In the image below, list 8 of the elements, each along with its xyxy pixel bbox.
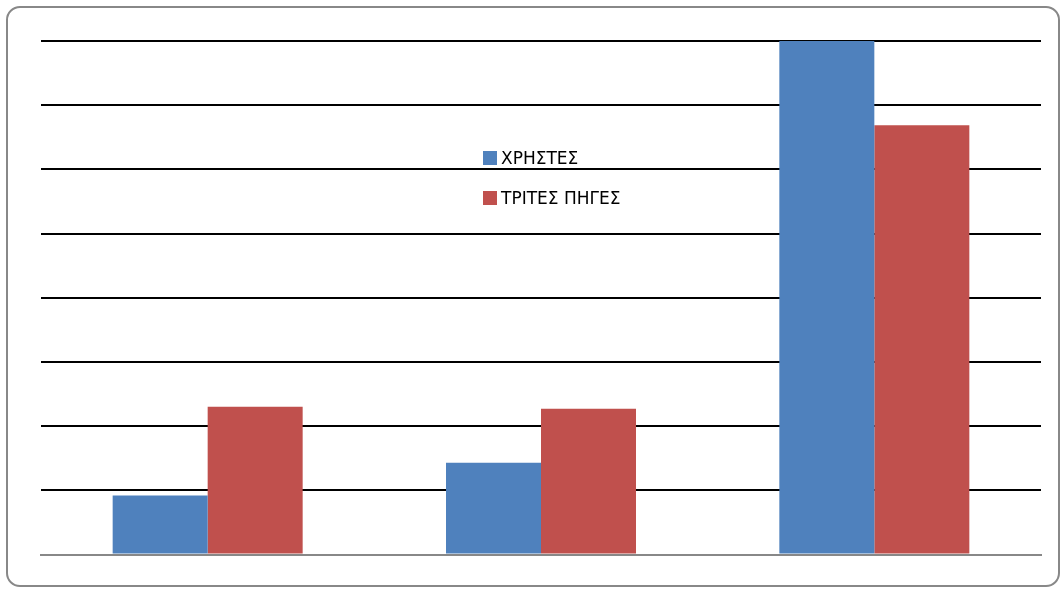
bar xyxy=(207,406,303,554)
bar xyxy=(541,408,636,554)
legend-label: ΤΡΙΤΕΣ ΠΗΓΕΣ xyxy=(501,188,621,208)
bar xyxy=(779,41,875,554)
bar xyxy=(874,125,970,554)
bar xyxy=(446,462,541,554)
legend-label: ΧΡΗΣΤΕΣ xyxy=(501,148,579,168)
bar xyxy=(112,495,208,554)
